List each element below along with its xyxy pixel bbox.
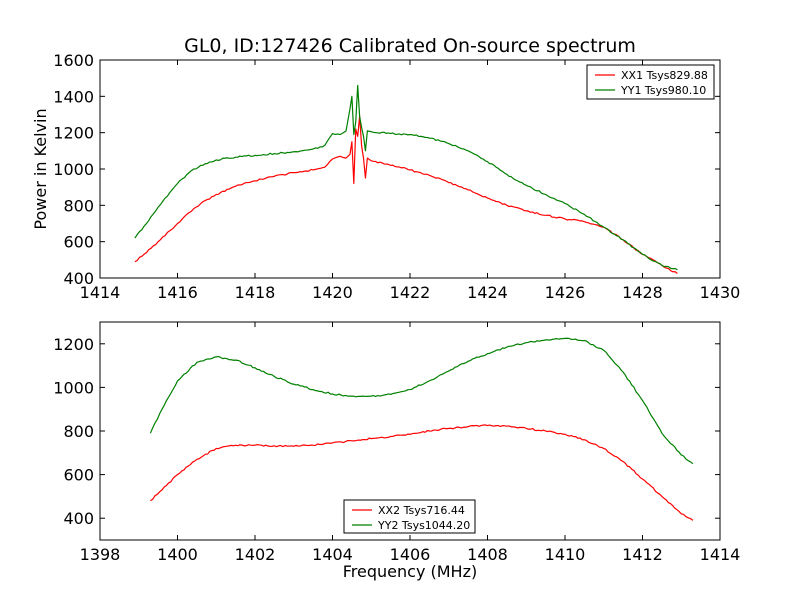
chart1-series-line-1	[134, 115, 678, 274]
chart1-x-tick-label-7: 1428	[622, 283, 663, 302]
chart1-y-axis-label: Power in Kelvin	[31, 108, 50, 229]
chart2-legend-label-1: XX2 Tsys716.44	[378, 504, 465, 517]
chart2-x-tick-label-2: 1402	[235, 545, 276, 564]
chart2-legend-label-2: YY2 Tsys1044.20	[377, 519, 470, 532]
chart2-x-tick-label-1: 1400	[157, 545, 198, 564]
chart2-legend-box	[343, 499, 476, 534]
chart1-legend-label-1: XX1 Tsys829.88	[621, 69, 708, 82]
chart1-y-tick-label-1: 600	[63, 233, 94, 252]
chart1-y-tick-label-2: 800	[63, 196, 94, 215]
chart2-y-tick-label-4: 1200	[53, 335, 94, 354]
chart1-x-tick-label-0: 1414	[80, 283, 121, 302]
chart2-y-tick-label-3: 1000	[53, 378, 94, 397]
chart1-y-tick-label-4: 1200	[53, 124, 94, 143]
chart2-x-tick-label-7: 1412	[622, 545, 663, 564]
chart2-x-tick-label-3: 1404	[312, 545, 353, 564]
chart2-x-tick-label-8: 1414	[700, 545, 741, 564]
chart2-series-line-2	[149, 337, 694, 465]
chart2-x-axis-label: Frequency (MHz)	[343, 562, 477, 581]
chart1-y-tick-label-3: 1000	[53, 160, 94, 179]
chart1-x-tick-label-3: 1420	[312, 283, 353, 302]
chart2-y-tick-label-0: 400	[63, 509, 94, 528]
chart2-x-tick-label-6: 1410	[545, 545, 586, 564]
chart1-y-tick-label-0: 400	[63, 269, 94, 288]
chart2-series-line-1	[150, 424, 694, 521]
chart2-y-tick-label-1: 600	[63, 466, 94, 485]
chart2-y-tick-label-2: 800	[63, 422, 94, 441]
chart1-legend-box	[586, 64, 715, 100]
chart2-x-tick-label-4: 1406	[390, 545, 431, 564]
chart1-series-line-2	[134, 84, 678, 271]
chart1-x-tick-label-4: 1422	[390, 283, 431, 302]
chart1-title: GL0, ID:127426 Calibrated On-source spec…	[184, 35, 636, 57]
chart1-x-tick-label-2: 1418	[235, 283, 276, 302]
chart2-x-tick-label-0: 1398	[80, 545, 121, 564]
chart1-y-tick-label-5: 1400	[53, 87, 94, 106]
chart1-y-tick-label-6: 1600	[53, 51, 94, 70]
chart1-x-tick-label-6: 1426	[545, 283, 586, 302]
chart2-x-tick-label-5: 1408	[467, 545, 508, 564]
chart1-legend-label-2: YY1 Tsys980.10	[620, 84, 706, 97]
chart1-x-tick-label-1: 1416	[157, 283, 198, 302]
chart1-x-tick-label-5: 1424	[467, 283, 508, 302]
chart1-x-tick-label-8: 1430	[700, 283, 741, 302]
